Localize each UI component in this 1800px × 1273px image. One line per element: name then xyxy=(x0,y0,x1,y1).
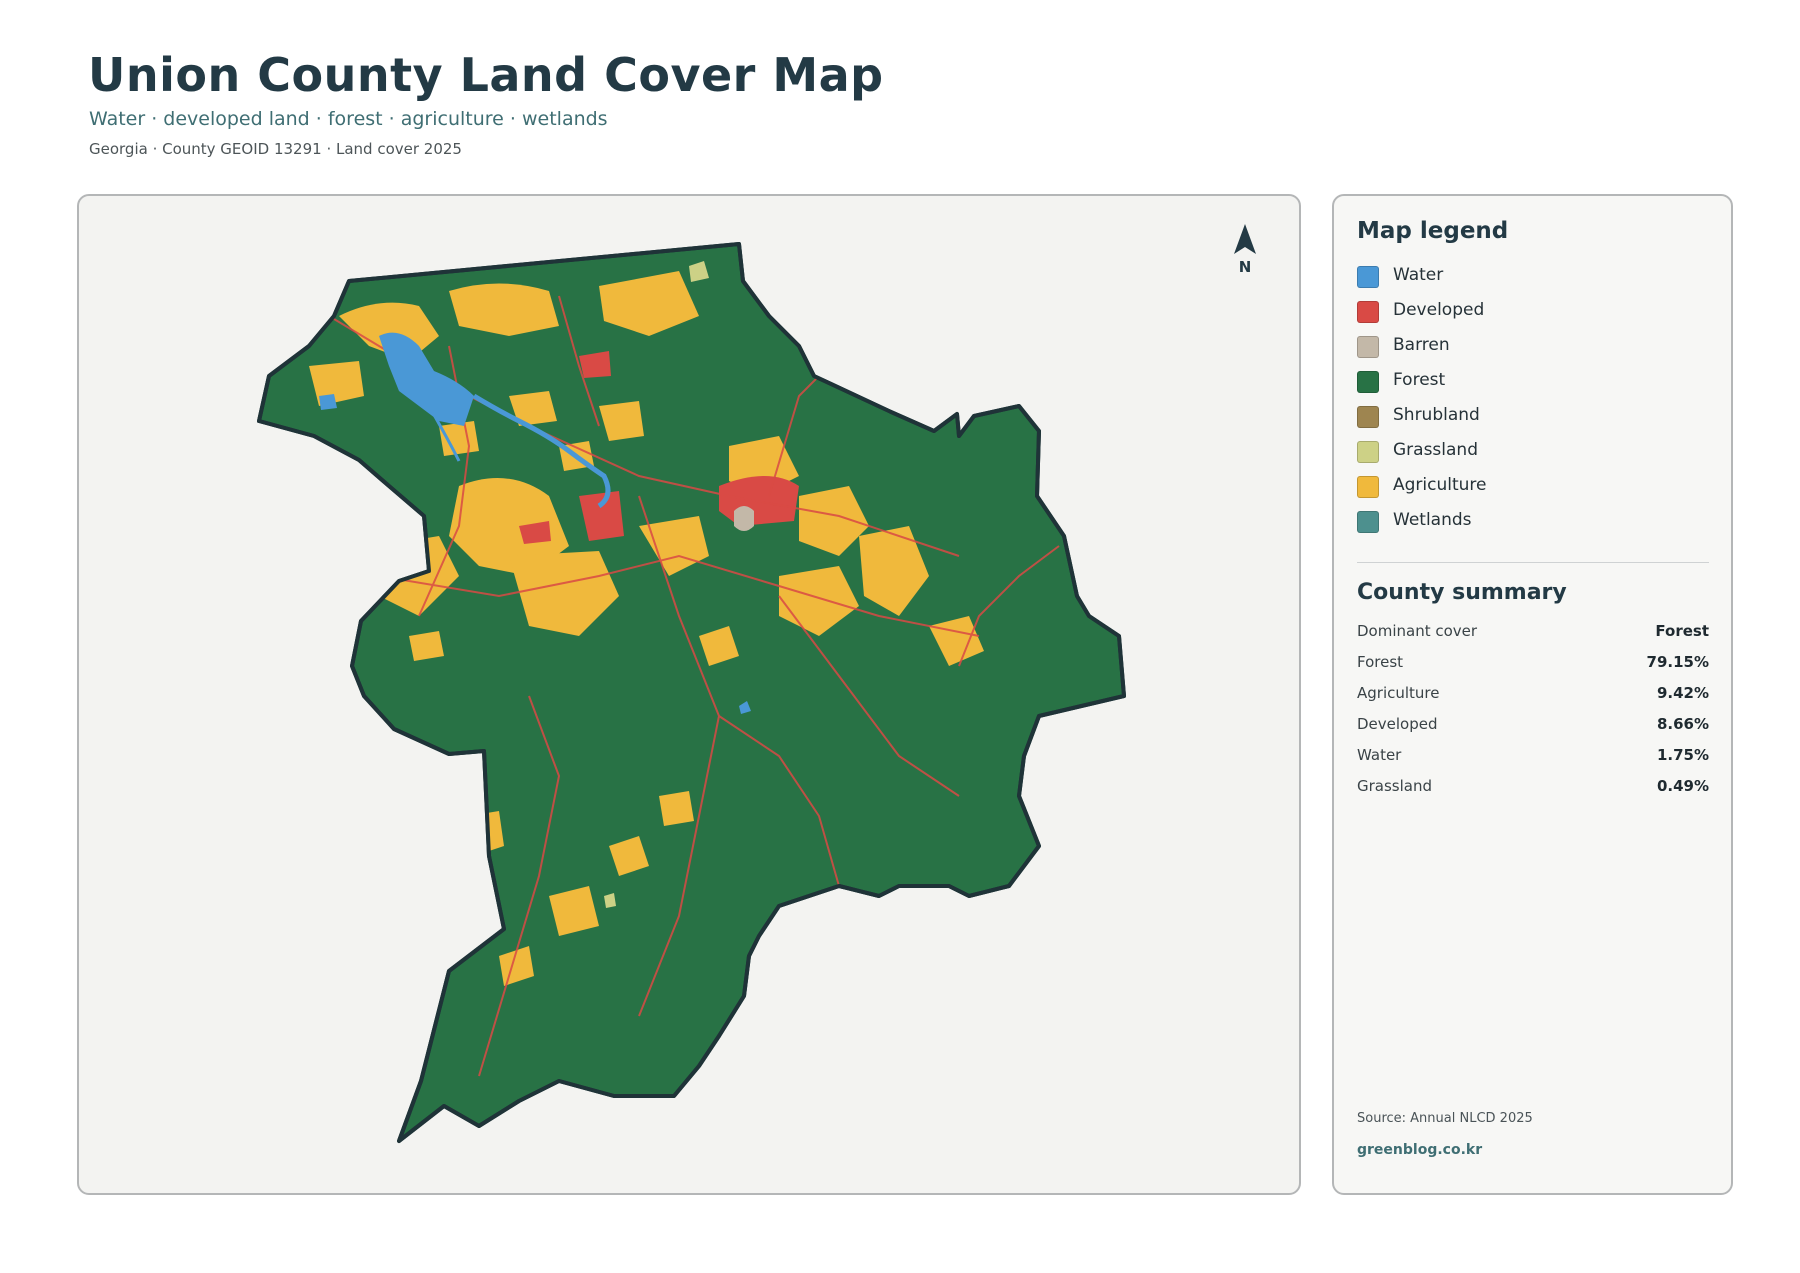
legend-swatch xyxy=(1357,406,1379,428)
legend-item-grassland: Grassland xyxy=(1357,439,1487,474)
legend-list: Water Developed Barren Forest Shrubland … xyxy=(1357,264,1487,544)
legend-swatch xyxy=(1357,371,1379,393)
north-label: N xyxy=(1238,258,1252,276)
legend-swatch xyxy=(1357,301,1379,323)
legend-title: Map legend xyxy=(1357,218,1509,244)
legend-item-developed: Developed xyxy=(1357,299,1487,334)
summary-row: Grassland 0.49% xyxy=(1357,777,1709,808)
divider xyxy=(1357,562,1709,563)
summary-label: Forest xyxy=(1357,653,1404,671)
legend-label: Agriculture xyxy=(1393,475,1487,495)
summary-label: Grassland xyxy=(1357,777,1432,795)
page-subtitle: Water · developed land · forest · agricu… xyxy=(89,108,608,130)
legend-label: Forest xyxy=(1393,370,1446,390)
legend-swatch xyxy=(1357,511,1379,533)
summary-value: Forest xyxy=(1655,622,1709,640)
summary-label: Dominant cover xyxy=(1357,622,1478,640)
summary-row: Agriculture 9.42% xyxy=(1357,684,1709,715)
summary-value: 79.15% xyxy=(1646,653,1709,671)
legend-swatch xyxy=(1357,476,1379,498)
legend-swatch xyxy=(1357,441,1379,463)
summary-title: County summary xyxy=(1357,580,1567,605)
north-arrow: N xyxy=(1218,222,1272,276)
map-panel[interactable] xyxy=(77,194,1301,1195)
summary-label: Developed xyxy=(1357,715,1438,733)
legend-label: Wetlands xyxy=(1393,510,1472,530)
legend-item-agriculture: Agriculture xyxy=(1357,474,1487,509)
legend-item-wetlands: Wetlands xyxy=(1357,509,1487,544)
legend-label: Barren xyxy=(1393,335,1450,355)
legend-label: Water xyxy=(1393,265,1444,285)
summary-row: Forest 79.15% xyxy=(1357,653,1709,684)
legend-item-barren: Barren xyxy=(1357,334,1487,369)
summary-label: Agriculture xyxy=(1357,684,1440,702)
barren-patch xyxy=(734,506,754,531)
summary-value: 1.75% xyxy=(1656,746,1709,764)
legend-label: Shrubland xyxy=(1393,405,1480,425)
summary-row: Dominant cover Forest xyxy=(1357,622,1709,653)
county-map[interactable] xyxy=(79,196,1301,1195)
summary-list: Dominant cover Forest Forest 79.15% Agri… xyxy=(1357,622,1709,808)
legend-label: Developed xyxy=(1393,300,1485,320)
summary-row: Water 1.75% xyxy=(1357,746,1709,777)
county-boundary xyxy=(257,242,1126,1143)
summary-value: 8.66% xyxy=(1656,715,1709,733)
water-bodies xyxy=(319,332,751,714)
legend-panel: Map legend Water Developed Barren Forest… xyxy=(1332,194,1733,1195)
summary-label: Water xyxy=(1357,746,1402,764)
legend-item-shrubland: Shrubland xyxy=(1357,404,1487,439)
summary-value: 9.42% xyxy=(1656,684,1709,702)
county-outline xyxy=(257,242,1126,1143)
summary-row: Developed 8.66% xyxy=(1357,715,1709,746)
source-note: Source: Annual NLCD 2025 xyxy=(1357,1111,1533,1126)
land-cover-layer xyxy=(309,261,1060,1077)
credit-link[interactable]: greenblog.co.kr xyxy=(1357,1142,1483,1158)
legend-item-water: Water xyxy=(1357,264,1487,299)
page-title: Union County Land Cover Map xyxy=(88,48,884,102)
legend-item-forest: Forest xyxy=(1357,369,1487,404)
legend-label: Grassland xyxy=(1393,440,1478,460)
legend-swatch xyxy=(1357,266,1379,288)
page-meta: Georgia · County GEOID 13291 · Land cove… xyxy=(89,140,462,158)
summary-value: 0.49% xyxy=(1656,777,1709,795)
grassland-patches xyxy=(604,261,709,908)
legend-swatch xyxy=(1357,336,1379,358)
north-arrow-icon xyxy=(1234,224,1256,254)
